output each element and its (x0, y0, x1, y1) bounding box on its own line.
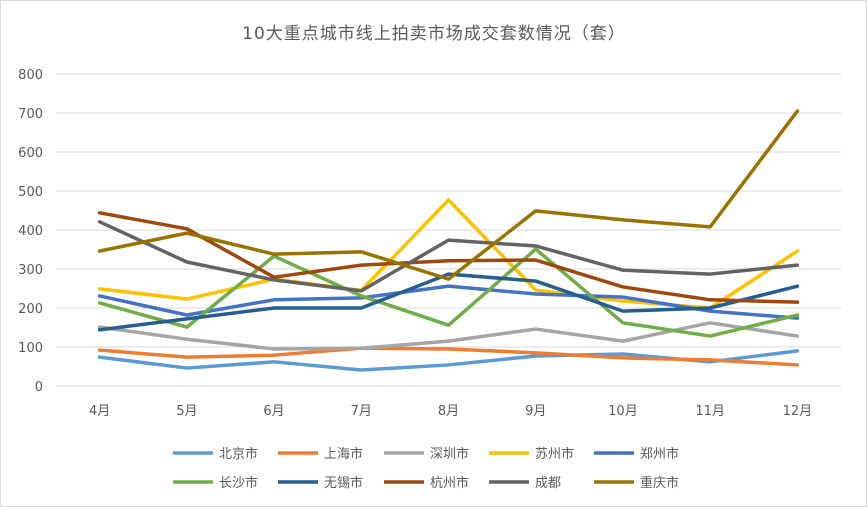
legend-item: 北京市 (173, 446, 258, 462)
series-line-2 (97, 321, 800, 351)
x-tick-label: 7月 (351, 404, 372, 419)
y-tick-label: 600 (18, 146, 43, 161)
legend-label: 无锡市 (324, 475, 363, 491)
legend-label: 北京市 (219, 446, 258, 462)
legend-item: 成都 (489, 476, 561, 491)
legend-item: 长沙市 (173, 475, 258, 491)
y-tick-label: 0 (35, 380, 43, 395)
series-line-9 (97, 109, 800, 281)
x-tick-label: 5月 (176, 404, 197, 419)
series-line-6 (97, 272, 800, 332)
x-tick-label: 6月 (263, 404, 284, 419)
legend-label: 成都 (535, 476, 561, 491)
series-line-1 (97, 346, 800, 367)
y-tick-label: 100 (18, 341, 43, 356)
legend-label: 杭州市 (430, 475, 469, 491)
series-line-7 (97, 211, 800, 304)
legend-item: 郑州市 (594, 446, 679, 462)
legend-label: 上海市 (324, 446, 363, 462)
legend-item: 深圳市 (384, 446, 469, 462)
series-line-5 (97, 247, 800, 338)
y-tick-label: 400 (18, 224, 43, 239)
y-tick-label: 800 (18, 68, 43, 83)
legend-label: 苏州市 (535, 446, 574, 462)
series-line-8 (97, 220, 800, 293)
x-tick-label: 10月 (608, 404, 638, 419)
legend-label: 重庆市 (640, 475, 679, 491)
legend-label: 长沙市 (219, 475, 258, 491)
legend-item: 上海市 (278, 446, 363, 462)
x-tick-label: 12月 (783, 404, 813, 419)
chart-title: 10大重点城市线上拍卖市场成交套数情况（套） (242, 24, 626, 44)
legend-item: 重庆市 (594, 475, 679, 491)
x-tick-label: 8月 (438, 404, 459, 419)
series-line-4 (97, 284, 800, 320)
legend-item: 无锡市 (278, 475, 363, 491)
legend-label: 郑州市 (640, 446, 679, 462)
y-tick-label: 300 (18, 263, 43, 278)
legend-label: 深圳市 (430, 446, 469, 462)
legend-item: 杭州市 (384, 475, 469, 491)
legend-item: 苏州市 (489, 446, 574, 462)
series-line-3 (97, 198, 800, 310)
x-tick-label: 9月 (525, 404, 546, 419)
y-tick-label: 500 (18, 185, 43, 200)
y-tick-label: 700 (18, 107, 43, 122)
x-tick-label: 4月 (89, 404, 110, 419)
x-tick-label: 11月 (695, 404, 725, 419)
y-tick-label: 200 (18, 302, 43, 317)
